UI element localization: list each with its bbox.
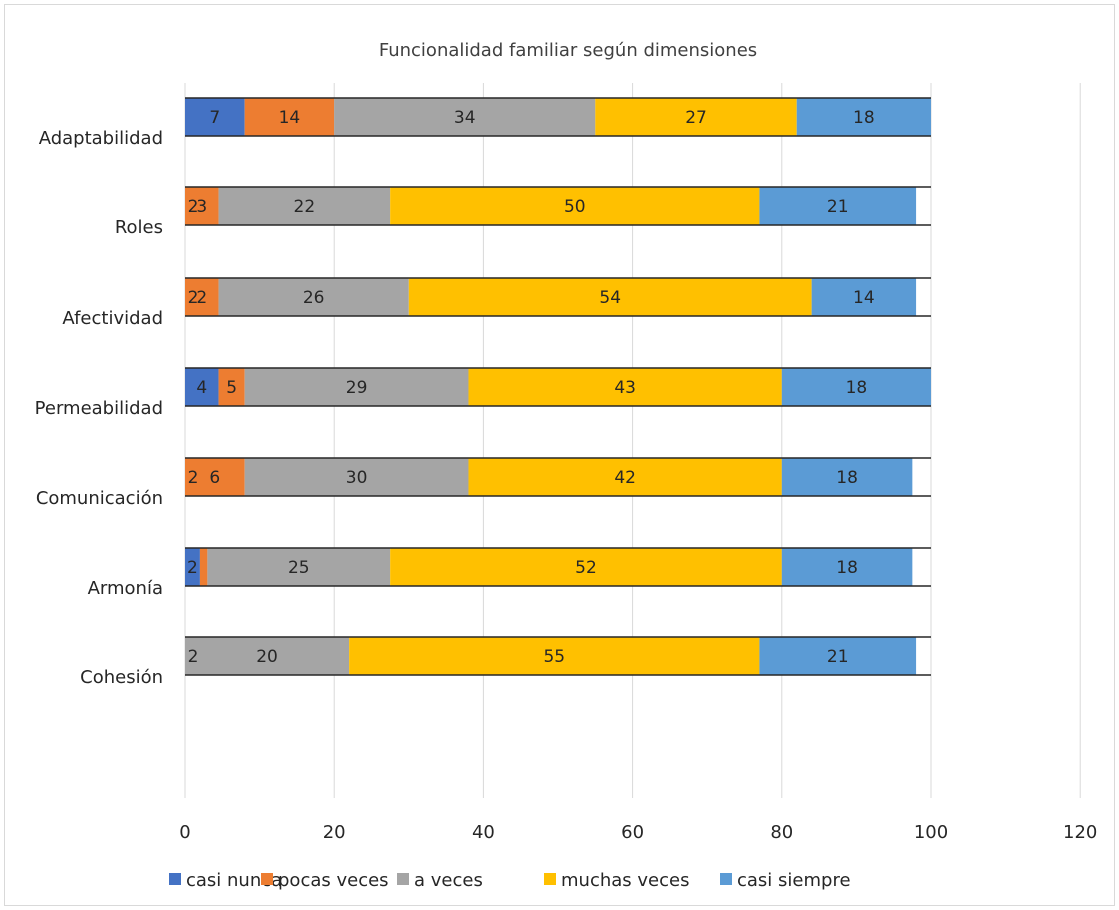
data-label: 50: [564, 197, 586, 217]
category-label: Afectividad: [62, 308, 163, 329]
data-label: 2: [188, 468, 199, 488]
legend-swatch: [544, 873, 556, 885]
data-label: 42: [614, 468, 636, 488]
legend-swatch: [720, 873, 732, 885]
data-label: 43: [614, 378, 636, 398]
data-label: 7: [209, 108, 220, 128]
stacked-bar-chart: Funcionalidad familiar según dimensiones…: [5, 5, 1114, 905]
data-label: 34: [454, 108, 476, 128]
data-label: 29: [346, 378, 368, 398]
data-label: 22: [294, 197, 316, 217]
chart-title: Funcionalidad familiar según dimensiones: [379, 40, 757, 61]
data-label: 14: [279, 108, 301, 128]
data-label: 14: [853, 288, 875, 308]
category-label: Adaptabilidad: [39, 128, 163, 149]
data-label: 27: [685, 108, 707, 128]
data-label: 25: [288, 558, 310, 578]
x-tick-label: 0: [179, 822, 190, 843]
data-label: 3: [196, 197, 207, 217]
category-label: Roles: [115, 217, 163, 238]
data-label: 18: [853, 108, 875, 128]
category-label: Permeabilidad: [35, 398, 163, 419]
bars-group: [185, 98, 931, 675]
legend-swatch: [397, 873, 409, 885]
data-label: 2: [188, 647, 199, 667]
data-label: 4: [196, 378, 207, 398]
legend-label: a veces: [414, 870, 483, 891]
legend-swatch: [169, 873, 181, 885]
data-label: 18: [846, 378, 868, 398]
x-tick-label: 120: [1063, 822, 1097, 843]
data-label: 30: [346, 468, 368, 488]
data-label: 54: [599, 288, 621, 308]
data-label: 5: [226, 378, 237, 398]
x-tick-label: 20: [323, 822, 346, 843]
data-label: 21: [827, 647, 849, 667]
legend-swatch: [261, 873, 273, 885]
category-label: Cohesión: [80, 667, 163, 688]
category-labels: Adaptabilidad Roles Afectividad Permeabilid…: [35, 128, 163, 688]
data-label: 20: [256, 647, 278, 667]
category-label: Comunicación: [36, 488, 163, 509]
legend-label: casi siempre: [737, 870, 851, 891]
category-label: Armonía: [88, 578, 163, 599]
data-label: 52: [575, 558, 597, 578]
chart-frame: Funcionalidad familiar según dimensiones…: [4, 4, 1115, 906]
x-tick-label: 100: [914, 822, 948, 843]
data-label: 26: [303, 288, 325, 308]
data-label: 21: [827, 197, 849, 217]
bar-segment: [200, 548, 207, 586]
x-tick-label: 40: [472, 822, 495, 843]
data-label: 2: [196, 288, 207, 308]
data-label: 6: [209, 468, 220, 488]
data-label: 2: [187, 558, 198, 578]
data-label: 55: [543, 647, 565, 667]
x-tick-label: 80: [770, 822, 793, 843]
legend-label: muchas veces: [561, 870, 689, 891]
legend-label: pocas veces: [278, 870, 389, 891]
data-label: 18: [836, 468, 858, 488]
data-label: 18: [836, 558, 858, 578]
x-axis-tick-labels: 0 20 40 60 80 100 120: [179, 822, 1097, 843]
x-tick-label: 60: [621, 822, 644, 843]
